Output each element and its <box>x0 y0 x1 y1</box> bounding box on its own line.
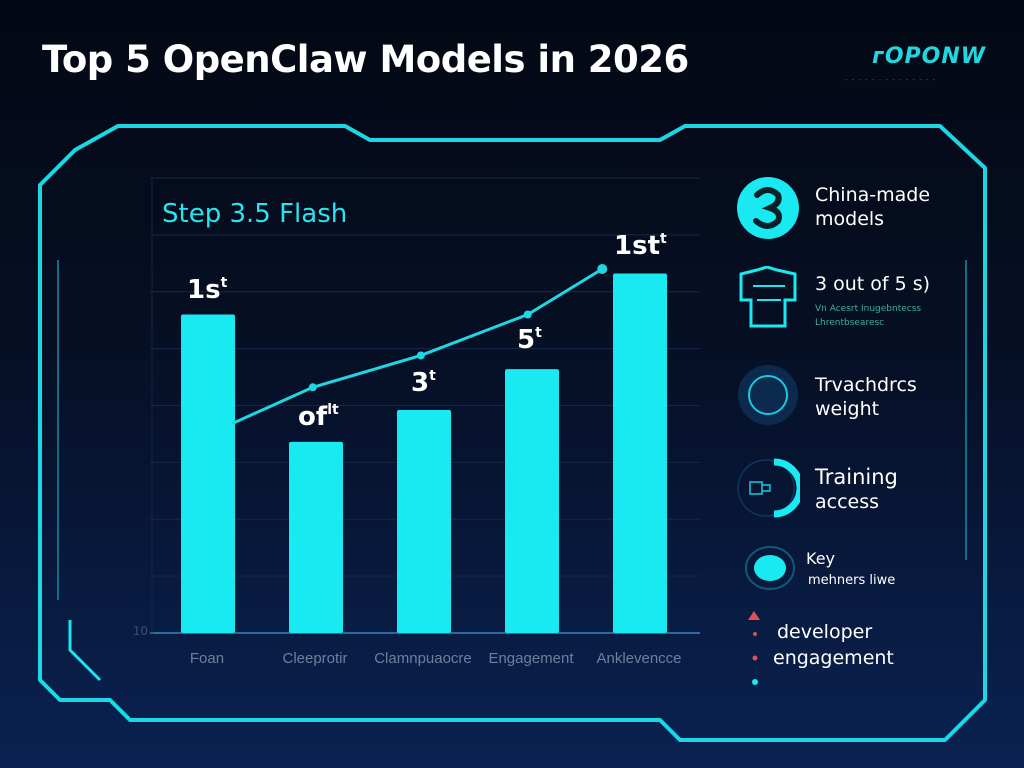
data-label-sup: t <box>660 231 667 247</box>
number-3-icon <box>737 177 799 239</box>
legend-entry: engagement <box>773 647 894 669</box>
x-tick-label: Cleeprotir <box>282 650 348 667</box>
data-label: 1st <box>187 275 227 305</box>
x-tick-label: Clamnpuaocre <box>374 650 472 667</box>
legend-markers <box>748 611 760 685</box>
side-line: Key <box>806 549 836 568</box>
side-line: Training <box>815 465 898 489</box>
key-dot-icon <box>745 546 795 590</box>
data-label-sup: t <box>429 368 436 384</box>
access-dial-icon <box>737 458 800 518</box>
data-label-sup: t <box>220 275 228 291</box>
x-tick-label: Foan <box>189 650 225 667</box>
brand-logo: ᴦOPONW <box>872 44 987 69</box>
x-tick-label: Anklevencce <box>596 650 682 667</box>
legend-entry: developer <box>777 621 873 643</box>
side-line: China-made <box>815 184 931 206</box>
side-line: weight <box>815 398 880 420</box>
side-text: Trvachdrcs weight <box>815 373 917 421</box>
side-text: China-made models <box>815 183 930 231</box>
x-tick-label: Engagement <box>488 650 574 667</box>
side-line: Trvachdrcs <box>815 374 917 396</box>
side-small-line: Lhrentbsearesc <box>815 318 885 328</box>
page-title: Top 5 OpenClaw Models in 2026 <box>42 38 689 81</box>
data-label-main: 5 <box>517 325 536 355</box>
side-text: 3 out of 5 s) <box>815 272 930 296</box>
side-text: Training access <box>815 464 898 514</box>
side-line: mehners liwe <box>808 573 896 588</box>
dot-marker-icon <box>752 655 758 661</box>
data-label-main: 1st <box>614 231 660 261</box>
brand-tagline: - - - - - - - - - - - - - - <box>845 76 937 84</box>
data-label: oflt <box>298 402 339 432</box>
data-label: 1stt <box>614 231 667 261</box>
data-label-sup: lt <box>327 402 339 418</box>
side-text: Key mehners liwe <box>806 548 895 592</box>
data-label-main: 1s <box>187 275 221 305</box>
y-tick-label: 10 <box>132 624 148 638</box>
triangle-marker-icon <box>748 611 760 620</box>
data-label-sup: t <box>535 325 542 341</box>
data-label: 3t <box>411 368 436 398</box>
side-small-line: Vn Acesrt Inugebntecss <box>815 304 922 314</box>
data-label-main: 3 <box>411 368 430 398</box>
side-line: 3 out of 5 s) <box>815 273 931 295</box>
side-line: models <box>815 208 885 230</box>
chart-title: Step 3.5 Flash <box>162 199 348 229</box>
side-line: access <box>815 491 880 513</box>
dot-marker-icon <box>752 679 758 685</box>
data-label: 5t <box>517 325 542 355</box>
shirt-icon <box>739 266 797 328</box>
ring-icon <box>738 365 798 425</box>
data-label-main: of <box>298 402 328 432</box>
dot-marker-icon <box>753 632 757 636</box>
